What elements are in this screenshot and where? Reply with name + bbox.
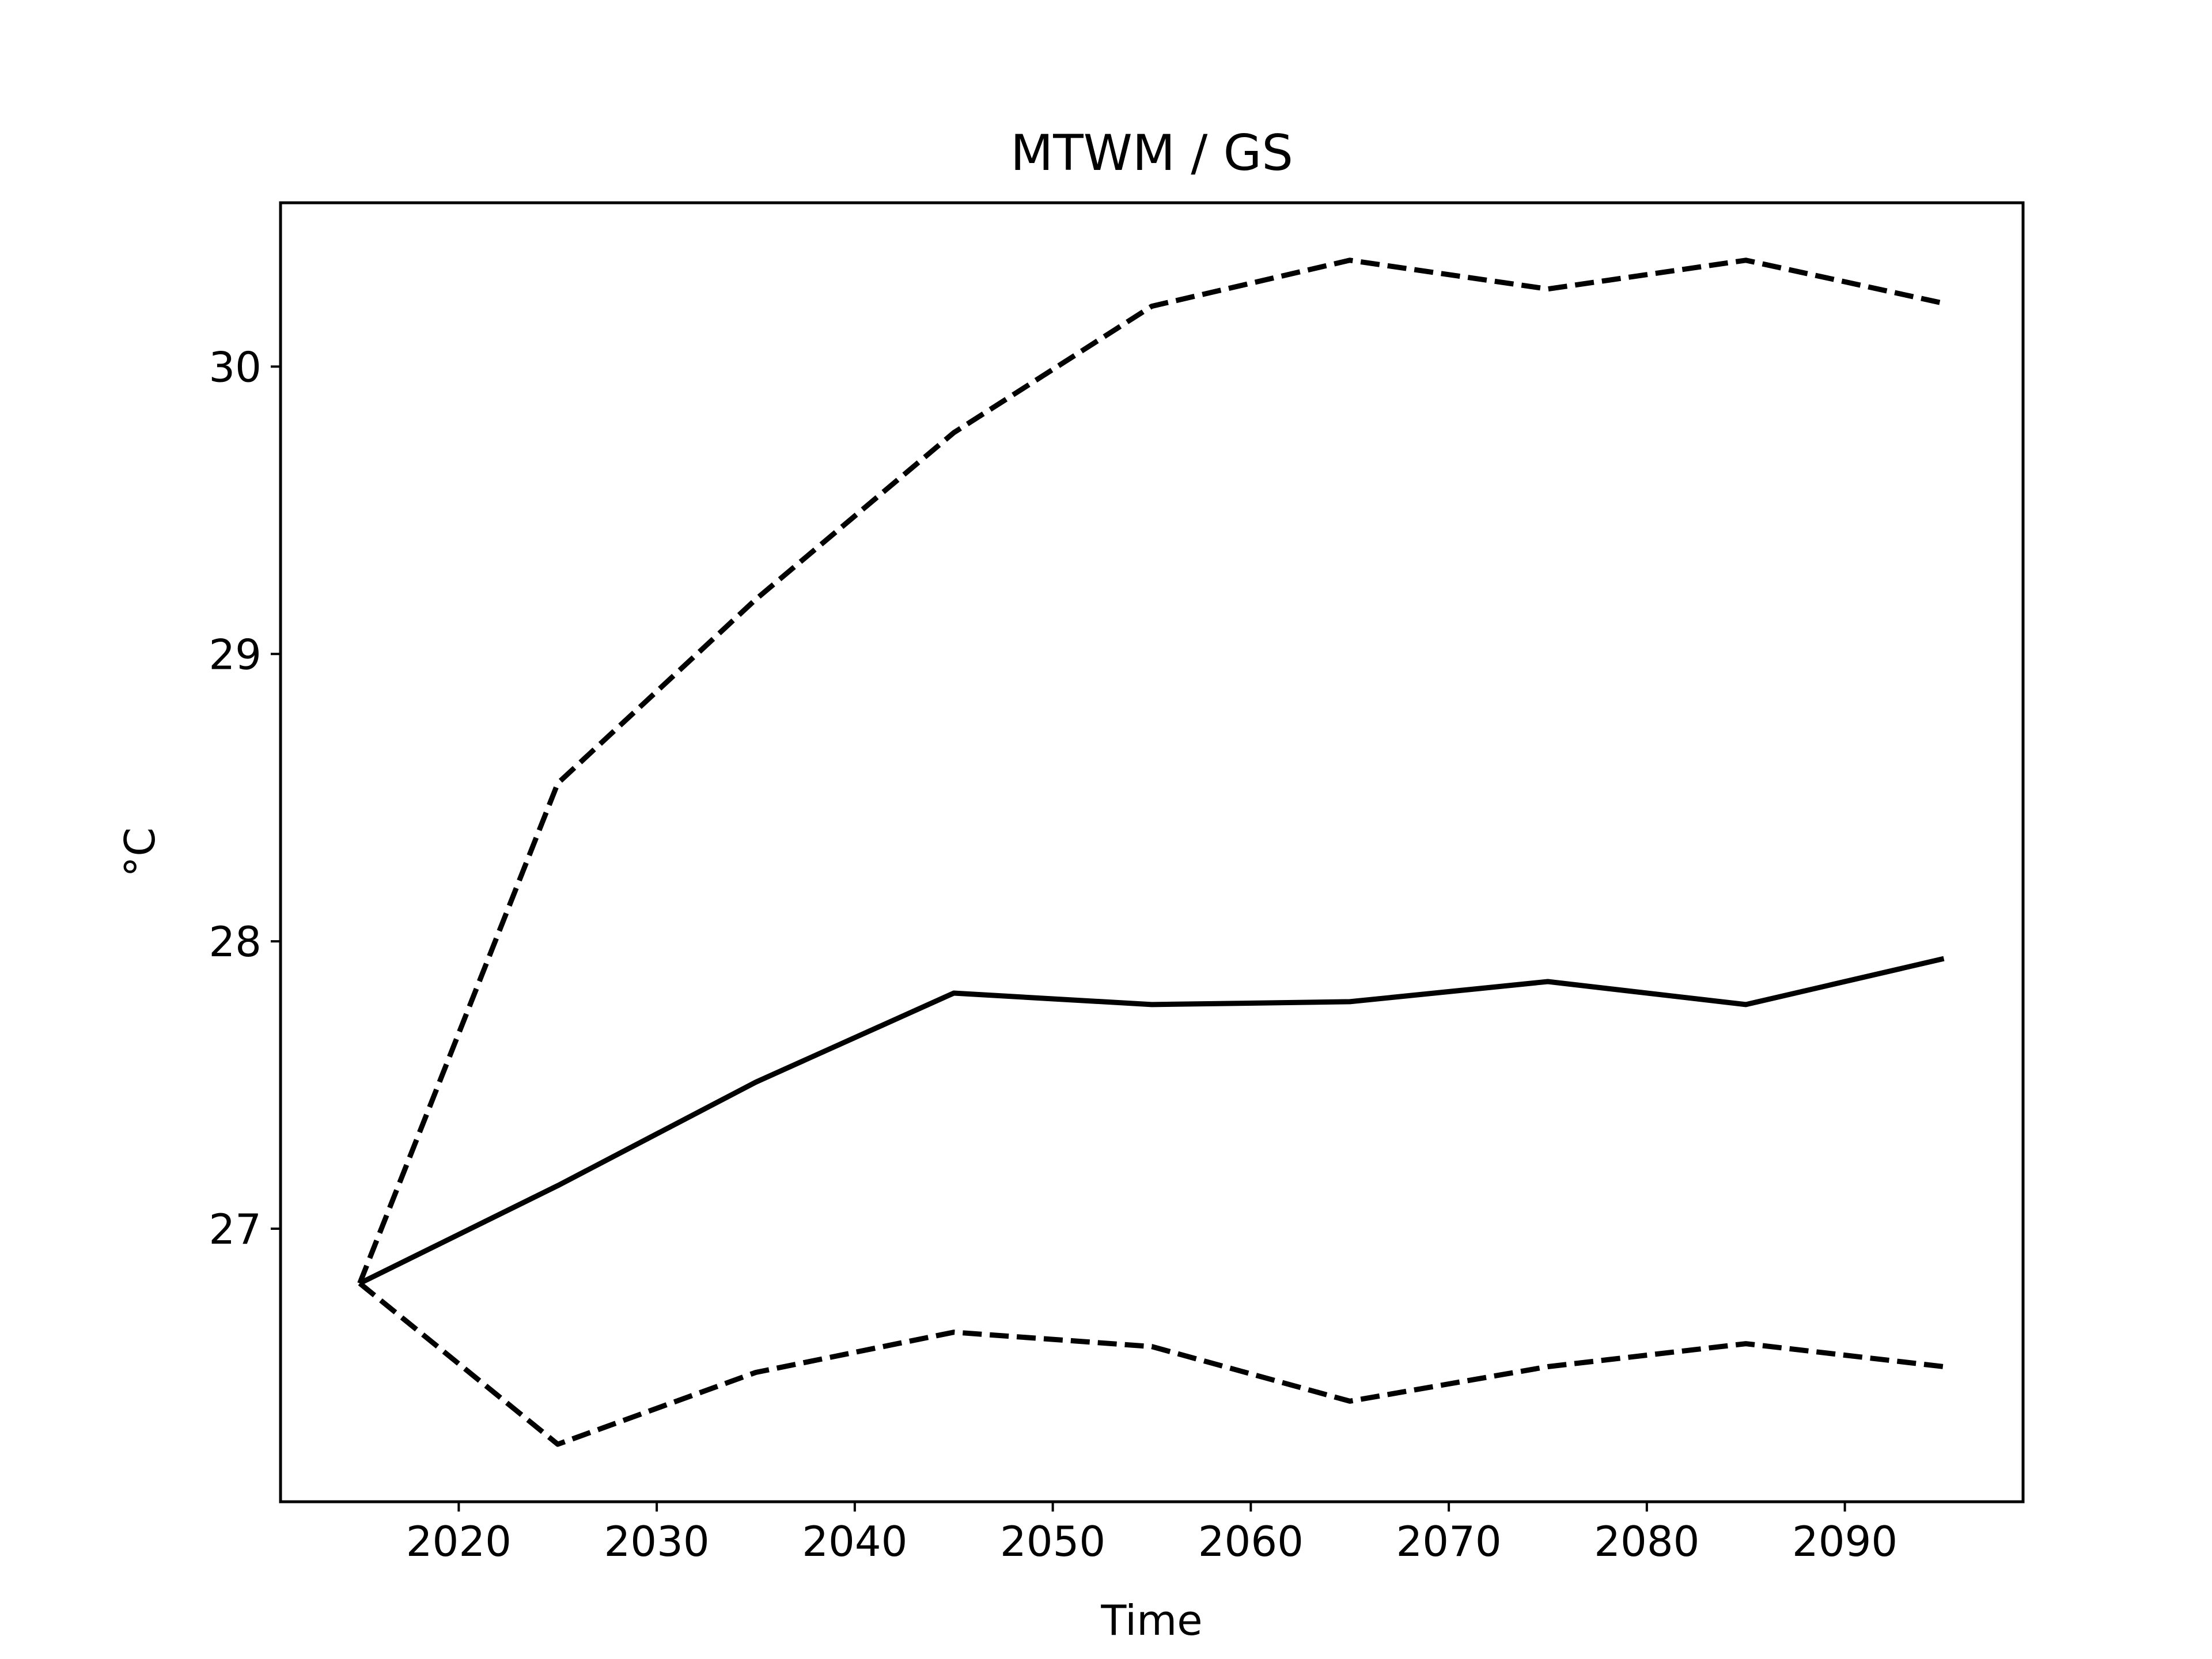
y-tick-label: 28 xyxy=(209,918,262,966)
x-axis-label: Time xyxy=(1100,1596,1202,1645)
x-tick-label: 2090 xyxy=(1792,1517,1897,1566)
plot-area-frame xyxy=(279,201,2025,1503)
x-tick-label: 2070 xyxy=(1396,1517,1502,1566)
y-tick-label: 30 xyxy=(209,343,262,391)
y-axis-ticks: 27 28 29 30 xyxy=(209,343,281,1253)
series-line-3 xyxy=(358,1281,1945,1447)
x-tick-label: 2040 xyxy=(802,1517,907,1566)
y-axis-label: °C xyxy=(116,827,164,877)
series-line-2 xyxy=(357,257,1945,1285)
x-tick-label: 2020 xyxy=(406,1517,512,1566)
x-tick-label: 2080 xyxy=(1594,1517,1699,1566)
x-tick-label: 2050 xyxy=(1000,1517,1105,1566)
y-tick-label: 29 xyxy=(209,630,262,679)
y-tick-label: 27 xyxy=(209,1205,262,1253)
x-axis-ticks: 2020 2030 2040 2050 2060 2070 2080 2090 xyxy=(406,1502,1897,1566)
chart-title: MTWM / GS xyxy=(1010,124,1293,182)
x-tick-label: 2060 xyxy=(1198,1517,1304,1566)
series-line-1 xyxy=(358,956,1945,1286)
series-layer xyxy=(357,257,1945,1447)
x-tick-label: 2030 xyxy=(604,1517,710,1566)
